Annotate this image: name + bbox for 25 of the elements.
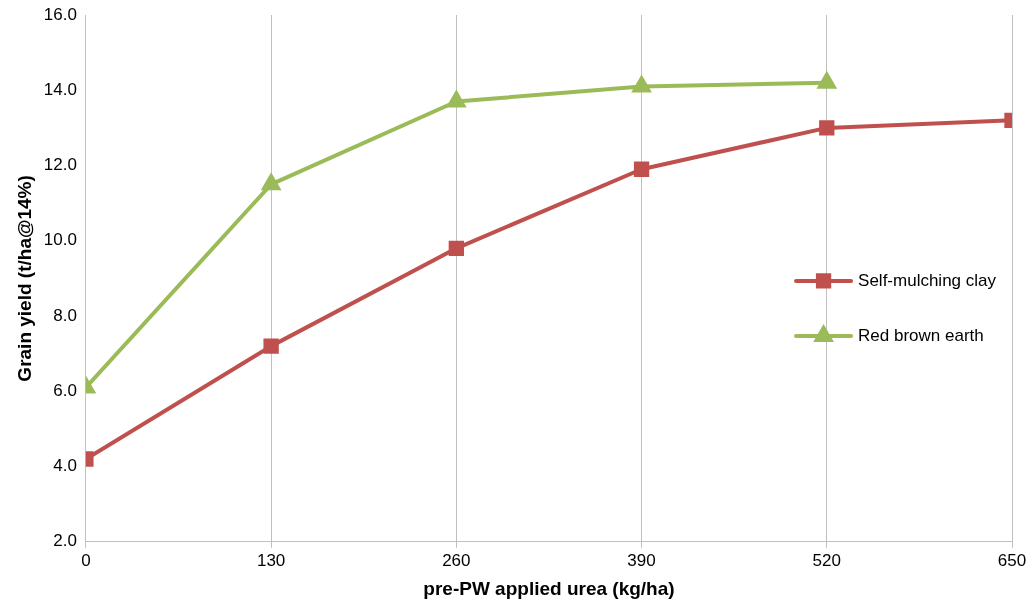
x-tick-label: 390 (627, 550, 656, 570)
x-tick-label: 0 (81, 550, 91, 570)
x-tick-label: 650 (997, 550, 1027, 570)
point (633, 161, 650, 177)
y-tick-label: 12.0 (43, 155, 77, 175)
point (632, 76, 651, 93)
y-tick-label: 4.0 (53, 456, 77, 476)
point (447, 89, 467, 108)
y-tick-label: 10.0 (43, 230, 77, 250)
point (262, 174, 281, 191)
point (817, 72, 836, 89)
y-tick-label: 14.0 (43, 79, 77, 99)
y-tick-label: 6.0 (53, 380, 77, 400)
x-tick-label: 260 (442, 550, 471, 570)
x-tick-label: 520 (812, 550, 841, 570)
point (819, 120, 835, 136)
y-tick-label: 16.0 (43, 4, 77, 24)
legend-label: Self-mulching clay (858, 270, 997, 290)
x-tick-label: 130 (256, 550, 286, 570)
y-tick-label: 2.0 (53, 531, 77, 551)
point (448, 240, 464, 256)
y-tick-label: 8.0 (53, 305, 77, 325)
y-axis-title: Grain yield (t/ha@14%) (13, 175, 35, 382)
legend-label: Red brown earth (858, 325, 984, 345)
x-axis-title: pre-PW applied urea (kg/ha) (423, 577, 675, 599)
